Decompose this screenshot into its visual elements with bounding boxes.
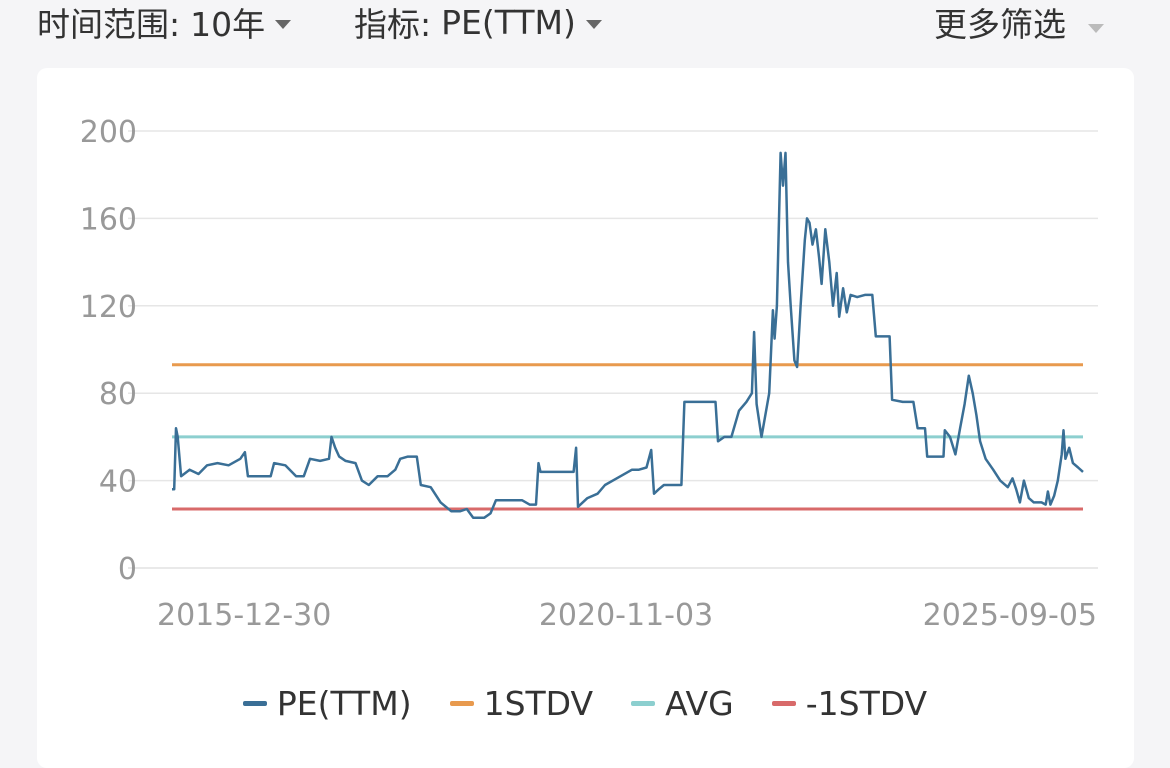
legend-swatch-neg1stdv	[771, 700, 796, 706]
y-tick-label: 40	[99, 465, 137, 500]
time-range-label: 时间范围:	[37, 5, 181, 44]
chart-card	[37, 68, 1134, 768]
legend-swatch-pe	[242, 700, 267, 706]
chevron-down-icon	[275, 19, 292, 29]
metric-value: PE(TTM)	[441, 2, 576, 42]
time-range-value: 10年	[190, 5, 266, 44]
legend-label-avg: AVG	[665, 683, 734, 723]
x-tick-label: 2020-11-03	[539, 598, 713, 633]
metric-label: 指标:	[354, 5, 432, 44]
more-filters-dropdown[interactable]: 更多筛选	[934, 0, 1104, 44]
metric-dropdown[interactable]: 指标: PE(TTM)	[354, 0, 602, 44]
chevron-down-icon	[1088, 24, 1104, 33]
pe-ttm-line	[172, 151, 1084, 519]
y-tick-label: 0	[118, 552, 137, 587]
legend-item-1stdv[interactable]: 1STDV	[449, 683, 594, 723]
legend-swatch-avg	[631, 700, 656, 706]
pe-chart: 0 40 80 120 160 200 2015-12-30 2020-11-03 2025-…	[80, 115, 1098, 633]
y-tick-label: 120	[80, 290, 137, 325]
legend-item-avg[interactable]: AVG	[631, 684, 734, 723]
y-tick-label: 80	[99, 377, 137, 412]
x-tick-label: 2025-09-05	[923, 598, 1097, 633]
y-tick-label: 160	[80, 202, 137, 237]
legend-label-pe: PE(TTM)	[276, 683, 412, 723]
legend-item-neg1stdv[interactable]: -1STDV	[771, 683, 928, 723]
legend-label-1stdv: 1STDV	[483, 683, 594, 723]
filter-bar: 时间范围: 10年 指标: PE(TTM) 更多筛选	[0, 0, 1170, 48]
legend-swatch-1stdv	[449, 700, 474, 706]
time-range-dropdown[interactable]: 时间范围: 10年	[37, 0, 292, 44]
chevron-down-icon	[585, 19, 602, 29]
y-tick-label: 200	[80, 115, 137, 150]
legend-item-pe[interactable]: PE(TTM)	[242, 683, 412, 723]
more-filters-label: 更多筛选	[934, 5, 1066, 44]
legend-label-neg1stdv: -1STDV	[805, 683, 928, 723]
chart-legend: PE(TTM) 1STDV AVG -1STDV	[0, 680, 1170, 726]
x-tick-label: 2015-12-30	[157, 598, 331, 633]
